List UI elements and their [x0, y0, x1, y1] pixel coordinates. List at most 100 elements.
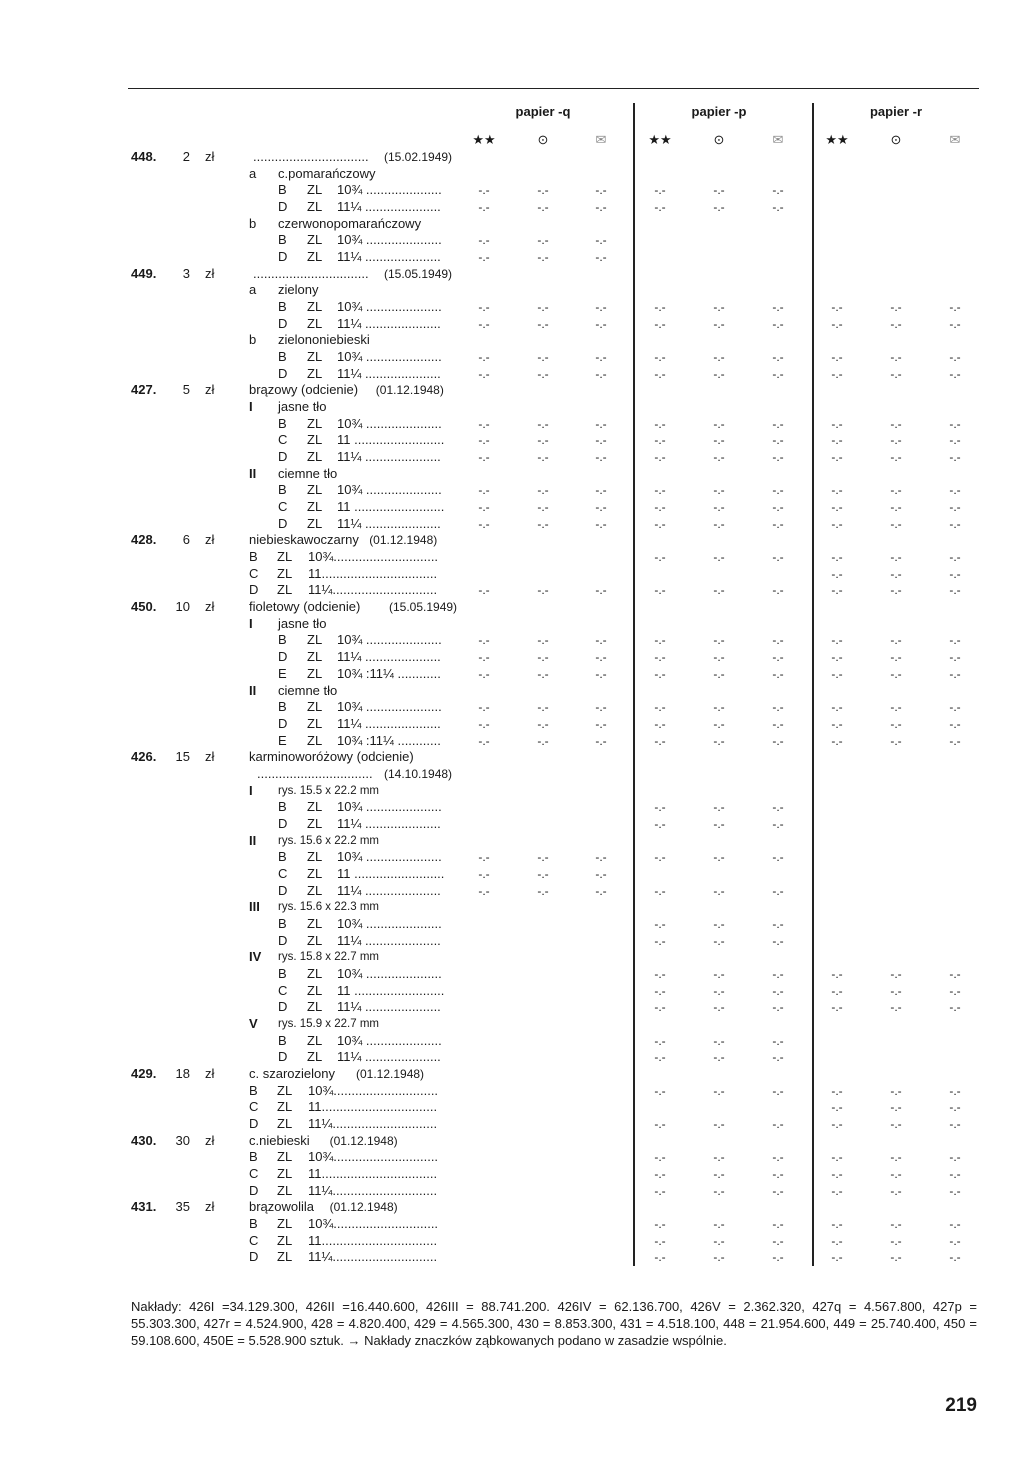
perforation-letter: B — [278, 799, 287, 815]
price-cell: -.- — [537, 350, 549, 365]
price-cell: -.- — [831, 1183, 843, 1198]
price-cell: -.- — [831, 300, 843, 315]
price-cell: -.- — [772, 700, 784, 715]
price-cell: -.- — [890, 1150, 902, 1165]
header-papier-r: papier -r — [869, 104, 923, 119]
catalog-number: 426. — [131, 749, 157, 765]
price-cell: -.- — [772, 300, 784, 315]
price-cell: -.- — [949, 1250, 961, 1265]
variant-letter: b — [249, 332, 257, 348]
cover-envelope-icon: ✉ — [595, 132, 607, 147]
price-cell: -.- — [772, 933, 784, 948]
price-cell: -.- — [654, 450, 666, 465]
price-cell: -.- — [713, 983, 725, 998]
mint-never-hinged-icon: ★★ — [825, 132, 849, 147]
price-cell: -.- — [890, 316, 902, 331]
price-cell: -.- — [654, 850, 666, 865]
perforation-gauge: 11¼ ..................... — [337, 365, 441, 381]
price-cell: -.- — [949, 983, 961, 998]
price-cell: -.- — [890, 583, 902, 598]
catalog-number: 427. — [131, 382, 157, 398]
variant-letter: IV — [249, 949, 262, 965]
price-cell: -.- — [831, 1116, 843, 1131]
price-cell: -.- — [949, 666, 961, 681]
price-cell: -.- — [478, 300, 490, 315]
top-rule — [128, 88, 979, 89]
perforation-type: ZL — [277, 582, 293, 598]
price-cell: -.- — [537, 733, 549, 748]
perforation-letter: D — [278, 649, 288, 665]
price-cell: -.- — [713, 300, 725, 315]
price-cell: -.- — [949, 516, 961, 531]
issue-date: (01.12.1948) — [375, 383, 444, 398]
price-cell: -.- — [890, 1000, 902, 1015]
price-cell: -.- — [949, 483, 961, 498]
perforation-gauge: 10¾ ..................... — [337, 799, 442, 815]
perforation-gauge: 11 ......................... — [337, 982, 445, 998]
price-cell: -.- — [654, 983, 666, 998]
price-cell: -.- — [890, 1116, 902, 1131]
perforation-letter: C — [278, 982, 288, 998]
perforation-gauge: 11 ......................... — [337, 432, 445, 448]
table-row: III rys. 15.6 x 22.3 mm — [0, 899, 1035, 916]
variant-label: rys. 15.6 x 22.2 mm — [278, 834, 379, 847]
price-cell: -.- — [890, 1250, 902, 1265]
perforation-gauge: 10¾ ..................... — [337, 232, 442, 248]
perforation-letter: B — [278, 965, 287, 981]
table-row: C ZL 11 ......................... -.- -.- -.-… — [0, 499, 1035, 516]
price-cell: -.- — [831, 666, 843, 681]
face-value: 10 — [175, 599, 190, 615]
price-cell: -.- — [890, 650, 902, 665]
price-cell: -.- — [478, 883, 490, 898]
price-cell: -.- — [713, 633, 725, 648]
price-cell: -.- — [772, 1083, 784, 1098]
table-row: 431. 35 zł brązowolila (01.12.1948) — [0, 1199, 1035, 1216]
price-cell: -.- — [478, 733, 490, 748]
price-cell: -.- — [713, 1000, 725, 1015]
price-cell: -.- — [713, 666, 725, 681]
price-cell: -.- — [654, 350, 666, 365]
price-cell: -.- — [890, 550, 902, 565]
price-cell: -.- — [772, 433, 784, 448]
price-cell: -.- — [654, 1150, 666, 1165]
price-cell: -.- — [772, 1050, 784, 1065]
stamp-color: niebieskawoczarny — [249, 532, 359, 548]
price-cell: -.- — [654, 716, 666, 731]
price-cell: -.- — [654, 433, 666, 448]
price-cell: -.- — [831, 1083, 843, 1098]
perforation-type: ZL — [307, 815, 323, 831]
price-cell: -.- — [654, 1183, 666, 1198]
price-cell: -.- — [537, 500, 549, 515]
price-cell: -.- — [949, 700, 961, 715]
table-row: C ZL 11................................ -.-… — [0, 1233, 1035, 1250]
currency-unit: zł — [205, 1065, 215, 1081]
table-row: B ZL 10¾ ..................... -.- -.- -.- -.-… — [0, 482, 1035, 499]
table-row: D ZL 11¼ ..................... -.- -.- -.- — [0, 1049, 1035, 1066]
price-cell: -.- — [949, 583, 961, 598]
price-cell: -.- — [478, 366, 490, 381]
price-cell: -.- — [831, 566, 843, 581]
catalog-number: 428. — [131, 532, 157, 548]
price-cell: -.- — [478, 416, 490, 431]
price-cell: -.- — [772, 1150, 784, 1165]
perforation-letter: B — [278, 349, 287, 365]
price-cell: -.- — [595, 350, 607, 365]
perforation-gauge: 11 ......................... — [337, 865, 445, 881]
price-cell: -.- — [713, 916, 725, 931]
price-cell: -.- — [654, 1250, 666, 1265]
leader-dots: ................................ — [253, 265, 369, 281]
price-cell: -.- — [890, 1217, 902, 1231]
table-row: B ZL 10¾............................. -.- -.… — [0, 1216, 1035, 1233]
price-cell: -.- — [949, 300, 961, 315]
price-cell: -.- — [949, 1166, 961, 1181]
table-row: C ZL 11 ......................... -.- -.- -.- — [0, 866, 1035, 883]
price-cell: -.- — [772, 650, 784, 665]
price-cell: -.- — [478, 583, 490, 598]
perforation-type: ZL — [277, 1216, 293, 1231]
perforation-type: ZL — [307, 182, 323, 198]
perforation-gauge: 10¾ ..................... — [337, 415, 442, 431]
table-row: 430. 30 zł c.niebieski (01.12.1948) — [0, 1133, 1035, 1150]
header-papier-q: papier -q — [515, 104, 571, 119]
perforation-letter: C — [249, 1099, 259, 1115]
